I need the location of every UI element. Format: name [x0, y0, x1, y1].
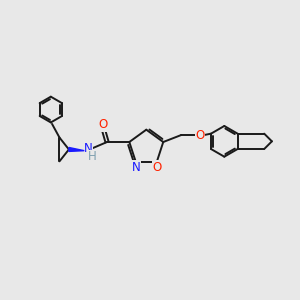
Text: O: O: [99, 118, 108, 131]
Text: N: N: [131, 161, 140, 174]
Text: O: O: [196, 129, 205, 142]
Text: N: N: [84, 142, 92, 155]
Text: O: O: [152, 161, 161, 174]
Text: H: H: [88, 150, 97, 164]
Polygon shape: [69, 148, 84, 152]
